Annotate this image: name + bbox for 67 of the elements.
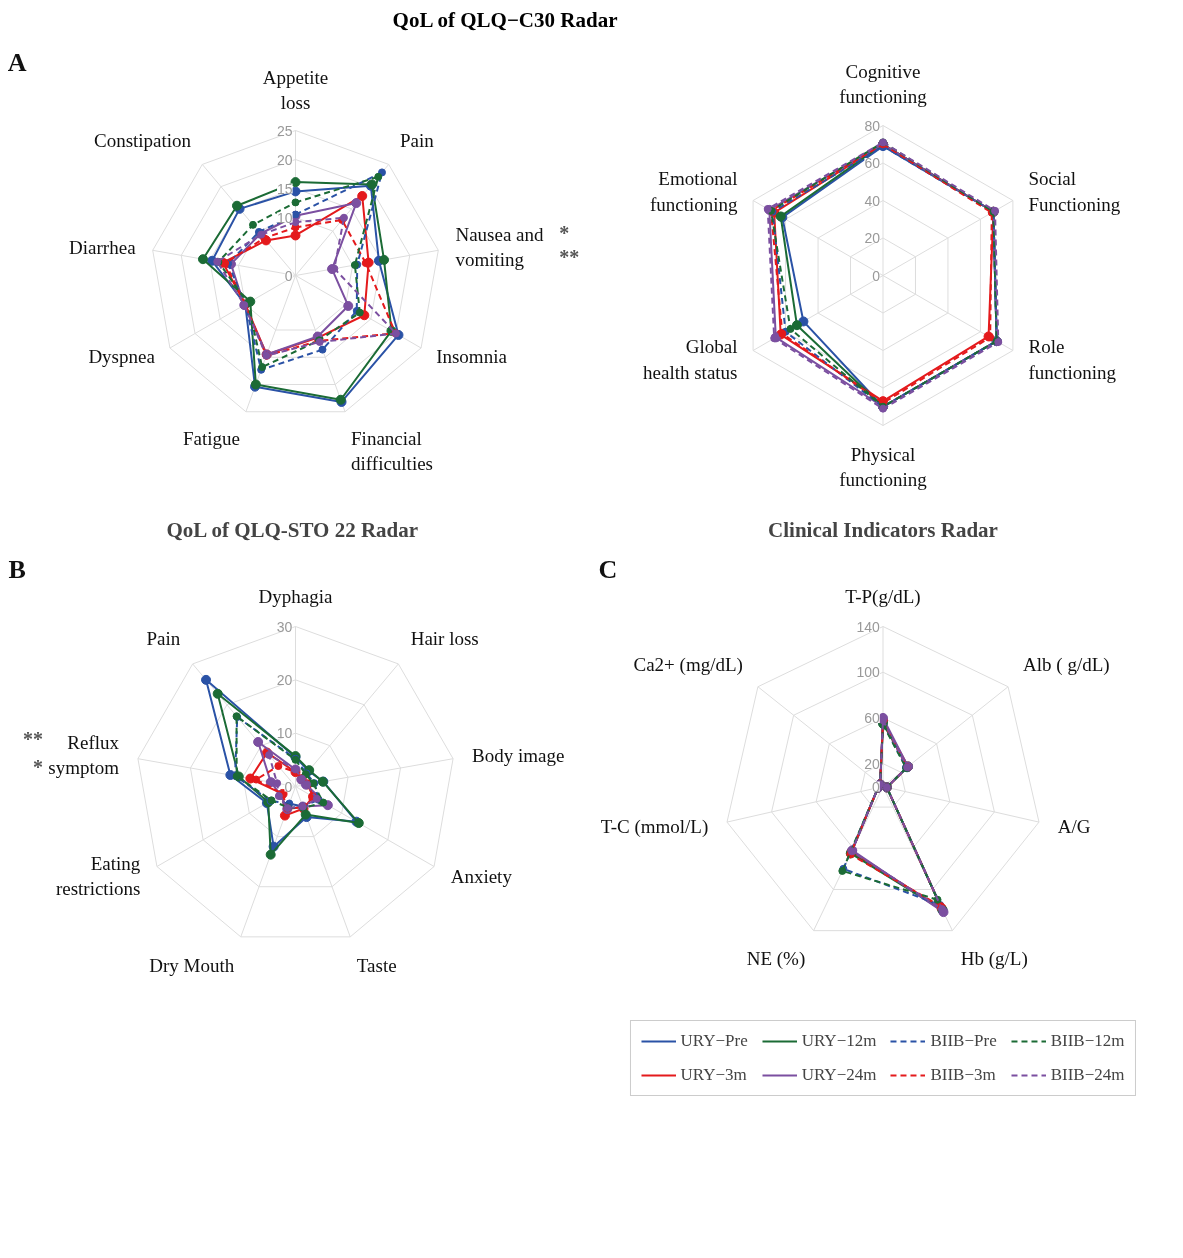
spoke-label: Insomnia (436, 346, 508, 368)
spoke-label: Body image (471, 744, 565, 766)
spoke-label: Fatigue (182, 428, 240, 450)
spoke-label: Ca2+ (mg/dL) (633, 653, 743, 676)
y-tick-label: 60 (864, 709, 881, 726)
y-tick-label: 0 (872, 267, 881, 284)
y-tick-label: 60 (864, 155, 881, 171)
legend-label: URY−24m (801, 1065, 877, 1085)
spoke-label: Cognitive functioning (839, 61, 928, 108)
spoke-label: Dyspnea (88, 346, 156, 368)
chart-title: QoL of QLQ−C30 Radar (391, 7, 619, 34)
spoke-label: Physical functioning (839, 443, 928, 490)
y-tick-label: 0 (872, 778, 881, 795)
spoke-label: Reflux symptom (48, 732, 120, 779)
spoke-label: T-C (mmol/L) (600, 815, 709, 838)
spoke-label: Eating restrictions (55, 853, 141, 900)
spoke-label: Social Functioning (1028, 168, 1121, 215)
spoke-label: NE (%) (746, 947, 806, 970)
y-tick-label: 20 (864, 230, 881, 246)
y-tick-label: 20 (276, 671, 293, 688)
y-tick-label: 0 (284, 267, 293, 284)
chart-title: QoL of QLQ-STO 22 Radar (166, 517, 419, 542)
spoke-label: Dry Mouth (149, 954, 235, 976)
spoke-label: Alb ( g/dL) (1023, 653, 1110, 676)
spoke-label: Global health status (643, 336, 738, 383)
y-tick-label: 40 (864, 192, 881, 209)
legend-label: URY−3m (680, 1065, 747, 1085)
spoke-label: Hb (g/L) (960, 947, 1028, 970)
spoke-label: Financial difficulties (351, 428, 434, 475)
y-tick-label: 20 (277, 151, 293, 168)
text: *** (559, 221, 580, 269)
text: * (32, 755, 43, 778)
legend-label: BIIB−24m (1050, 1065, 1125, 1085)
y-tick-label: 0 (284, 778, 293, 795)
legend-label: URY−Pre (680, 1031, 748, 1051)
y-tick-label: 30 (276, 618, 293, 635)
y-tick-label: 15 (277, 180, 293, 197)
spoke-label: Constipation (94, 130, 192, 152)
legend-label: URY−12m (801, 1031, 877, 1051)
spoke-label: Diarrhea (69, 236, 137, 258)
spoke-label: Emotional functioning (649, 168, 739, 215)
spoke-label: Hair loss (410, 628, 479, 650)
spoke-label: Pain (146, 628, 181, 650)
y-tick-label: 100 (856, 664, 881, 681)
y-tick-label: 20 (864, 755, 881, 772)
y-tick-label: 140 (856, 618, 881, 635)
spoke-label: Appetite loss (262, 66, 329, 114)
chart-title: Clinical Indicators Radar (768, 517, 998, 542)
text: B (8, 554, 26, 584)
text: C (598, 554, 618, 584)
legend-label: BIIB−12m (1050, 1031, 1125, 1051)
spoke-label: A/G (1057, 815, 1091, 837)
y-tick-label: 80 (864, 117, 881, 134)
y-tick-label: 25 (277, 122, 293, 139)
legend-label: BIIB−3m (930, 1065, 996, 1085)
spoke-label: Nausea and vomiting (455, 224, 545, 271)
spoke-label: Taste (356, 954, 397, 976)
legend-label: BIIB−Pre (930, 1031, 997, 1051)
y-tick-label: 10 (276, 725, 293, 742)
spoke-label: Dyphagia (258, 586, 333, 608)
spoke-label: Anxiety (450, 865, 513, 887)
y-tick-label: 10 (277, 209, 293, 226)
text: ** (22, 728, 43, 751)
spoke-label: Pain (399, 130, 435, 152)
spoke-label: Role functioning (1028, 336, 1117, 383)
text: A (7, 47, 27, 77)
spoke-label: T-P(g/dL) (845, 586, 921, 609)
